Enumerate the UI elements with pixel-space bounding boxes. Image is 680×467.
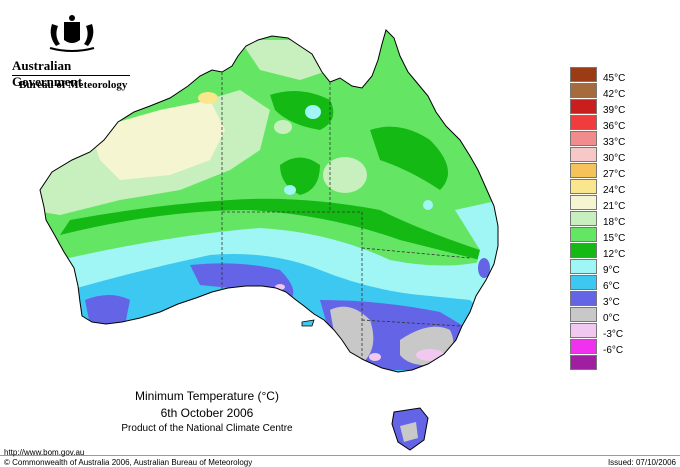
legend-label: 3°C [603,297,620,308]
legend-swatch [570,323,597,338]
legend-row: 42°C [570,83,640,100]
legend-swatch [570,291,597,306]
issued-date: Issued: 07/10/2006 [607,458,676,467]
legend-row: 39°C [570,99,640,116]
legend-swatch [570,195,597,210]
government-title: Australian Government [12,58,83,89]
legend-swatch [570,211,597,226]
legend-row: 3°C [570,291,640,308]
legend-label: -6°C [603,345,624,356]
legend-swatch [570,115,597,130]
legend-row: 9°C [570,259,640,276]
legend-label: 39°C [603,105,626,116]
legend-label: 33°C [603,137,626,148]
legend-label: 42°C [603,89,626,100]
legend-swatch [570,243,597,258]
legend-swatch [570,163,597,178]
header-divider [12,75,130,76]
legend-row: 27°C [570,163,640,180]
legend-swatch [570,275,597,290]
legend-label: 9°C [603,265,620,276]
legend-row: 45°C [570,67,640,84]
legend-row: -3°C [570,323,640,340]
legend-row: 33°C [570,131,640,148]
map-product: Product of the National Climate Centre [121,423,293,434]
legend-row: 36°C [570,115,640,132]
legend-row [570,355,640,371]
legend-row: 18°C [570,211,640,228]
map-title: Minimum Temperature (°C) [135,389,279,403]
legend-swatch [570,131,597,146]
temperature-legend: 45°C 42°C 39°C 36°C 33°C 30°C 27°C 24°C 21°C 18°C… [570,67,640,371]
legend-label: 36°C [603,121,626,132]
website-link[interactable]: http://www.bom.gov.au [4,448,85,457]
footer-divider [0,455,680,456]
legend-label: 6°C [603,281,620,292]
legend-swatch [570,259,597,274]
legend-row: 24°C [570,179,640,196]
legend-swatch [570,227,597,242]
legend-swatch [570,179,597,194]
legend-label: 12°C [603,249,626,260]
legend-label: 18°C [603,217,626,228]
legend-row: 0°C [570,307,640,324]
map-date: 6th October 2006 [160,406,254,420]
legend-label: 24°C [603,185,626,196]
coat-of-arms-icon [42,14,102,56]
legend-row: 21°C [570,195,640,212]
legend-swatch [570,99,597,114]
copyright-text: © Commonwealth of Australia 2006, Austra… [4,458,253,467]
legend-row: 30°C [570,147,640,164]
legend-swatch [570,67,597,82]
legend-label: 27°C [603,169,626,180]
legend-label: 30°C [603,153,626,164]
legend-label: 15°C [603,233,626,244]
legend-swatch [570,147,597,162]
legend-row: 15°C [570,227,640,244]
legend-swatch [570,307,597,322]
legend-row: -6°C [570,339,640,356]
legend-swatch [570,83,597,98]
legend-label: 21°C [603,201,626,212]
legend-label: -3°C [603,329,624,340]
legend-row: 6°C [570,275,640,292]
legend-row: 12°C [570,243,640,260]
legend-label: 45°C [603,73,626,84]
bureau-title: Bureau of Meteorology [19,79,128,91]
legend-swatch [570,339,597,354]
legend-label: 0°C [603,313,620,324]
legend-swatch [570,355,597,370]
